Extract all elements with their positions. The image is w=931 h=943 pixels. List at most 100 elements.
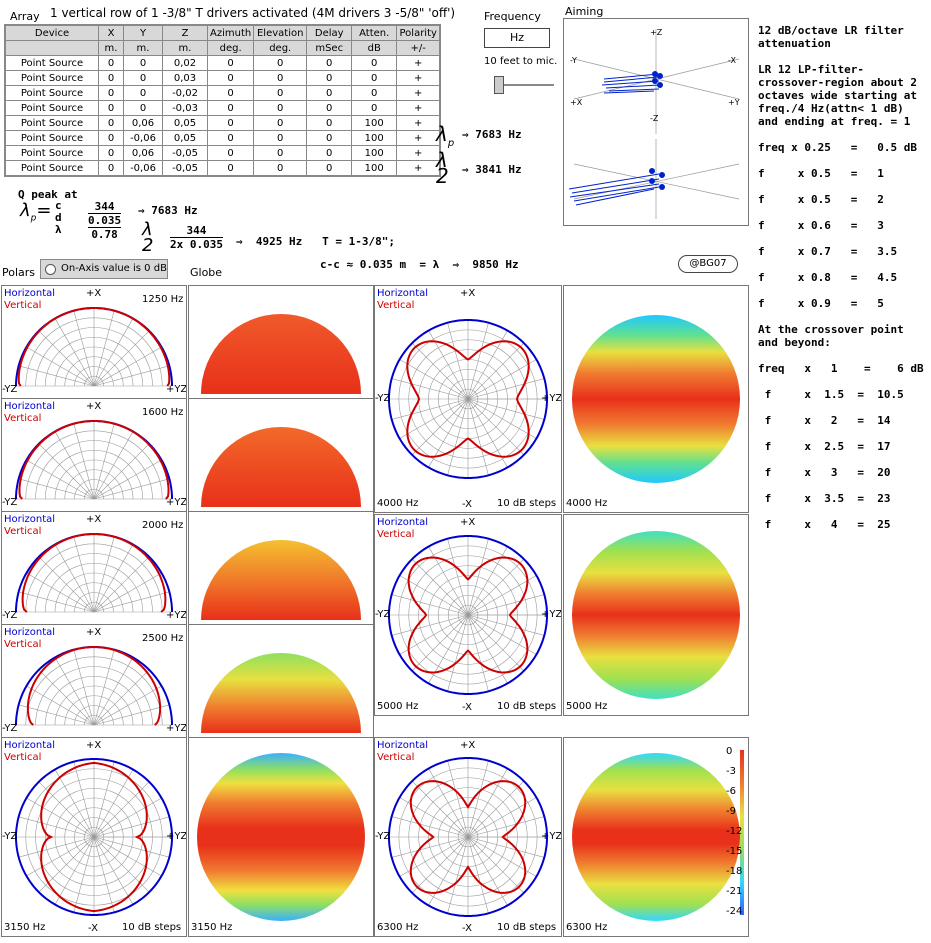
table-cell[interactable]: 0 bbox=[98, 130, 124, 146]
table-cell[interactable]: 100 bbox=[351, 115, 398, 131]
globe-tab[interactable]: Globe bbox=[190, 266, 223, 279]
table-cell[interactable]: 0 bbox=[253, 130, 308, 146]
table-cell[interactable]: 0 bbox=[253, 100, 308, 116]
table-cell[interactable]: 0 bbox=[306, 145, 353, 161]
table-cell[interactable]: 0 bbox=[253, 55, 308, 71]
table-cell[interactable]: + bbox=[396, 115, 441, 131]
table-row[interactable]: Point Source 0 0 0,03 0 0 0 0 + bbox=[5, 70, 441, 86]
table-cell[interactable]: 0 bbox=[123, 85, 163, 101]
polars-tab[interactable]: Polars bbox=[2, 266, 36, 279]
table-header-5[interactable]: Elevation bbox=[253, 25, 308, 41]
table-cell[interactable]: Point Source bbox=[5, 145, 99, 161]
globe-plot[interactable] bbox=[188, 511, 374, 625]
table-cell[interactable]: 0 bbox=[306, 115, 353, 131]
table-cell[interactable]: 0 bbox=[98, 145, 124, 161]
distance-slider-thumb[interactable] bbox=[494, 76, 504, 94]
table-row[interactable]: Point Source 0 0,06 0,05 0 0 0 100 + bbox=[5, 115, 441, 131]
table-header-1[interactable]: X bbox=[98, 25, 124, 41]
table-row[interactable]: Point Source 0 0,06 -0,05 0 0 0 100 + bbox=[5, 145, 441, 161]
table-cell[interactable]: 0 bbox=[351, 100, 398, 116]
table-cell[interactable]: 0 bbox=[253, 70, 308, 86]
table-cell[interactable]: 100 bbox=[351, 160, 398, 176]
table-row[interactable]: Point Source 0 0 0,02 0 0 0 0 + bbox=[5, 55, 441, 71]
table-cell[interactable]: + bbox=[396, 145, 441, 161]
polar-plot[interactable]: Horizontal Vertical +X -YZ +YZ 2500 Hz bbox=[1, 624, 187, 738]
table-cell[interactable]: 0 bbox=[98, 85, 124, 101]
table-cell[interactable]: 0 bbox=[206, 145, 255, 161]
table-cell[interactable]: 0 bbox=[253, 85, 308, 101]
table-cell[interactable]: 0 bbox=[253, 115, 308, 131]
table-cell[interactable]: Point Source bbox=[5, 130, 99, 146]
table-cell[interactable]: Point Source bbox=[5, 70, 99, 86]
table-cell[interactable]: 0 bbox=[306, 100, 353, 116]
polar-plot[interactable]: Horizontal Vertical +X -YZ +YZ -X 3150 Hz 10 dB… bbox=[1, 737, 187, 937]
table-cell[interactable]: -0,03 bbox=[162, 100, 208, 116]
table-cell[interactable]: 0 bbox=[123, 70, 163, 86]
table-header-7[interactable]: Atten. bbox=[351, 25, 398, 41]
table-row[interactable]: Point Source 0 -0,06 0,05 0 0 0 100 + bbox=[5, 130, 441, 146]
table-cell[interactable]: 0 bbox=[206, 85, 255, 101]
globe-plot[interactable]: 3150 Hz bbox=[188, 737, 374, 937]
table-cell[interactable]: 0 bbox=[351, 55, 398, 71]
polar-plot[interactable]: Horizontal Vertical +X -YZ +YZ -X 4000 Hz 10 dB… bbox=[374, 285, 562, 513]
table-cell[interactable]: 0 bbox=[123, 100, 163, 116]
globe-plot[interactable] bbox=[188, 398, 374, 512]
table-cell[interactable]: 0 bbox=[306, 70, 353, 86]
table-cell[interactable]: 0 bbox=[206, 70, 255, 86]
table-cell[interactable]: 0 bbox=[253, 160, 308, 176]
table-cell[interactable]: + bbox=[396, 100, 441, 116]
table-header-2[interactable]: Y bbox=[123, 25, 163, 41]
table-cell[interactable]: 0,03 bbox=[162, 70, 208, 86]
globe-plot[interactable]: 6300 Hz bbox=[563, 737, 749, 937]
table-cell[interactable]: 0 bbox=[98, 55, 124, 71]
table-cell[interactable]: 0 bbox=[123, 55, 163, 71]
table-cell[interactable]: 0,05 bbox=[162, 115, 208, 131]
table-cell[interactable]: -0,06 bbox=[123, 160, 163, 176]
table-cell[interactable]: Point Source bbox=[5, 115, 99, 131]
onaxis-radio[interactable] bbox=[45, 264, 56, 275]
table-cell[interactable]: 0,06 bbox=[123, 145, 163, 161]
table-cell[interactable]: -0,06 bbox=[123, 130, 163, 146]
table-cell[interactable]: + bbox=[396, 130, 441, 146]
table-row[interactable]: Point Source 0 -0,06 -0,05 0 0 0 100 + bbox=[5, 160, 441, 176]
table-cell[interactable]: 0 bbox=[206, 160, 255, 176]
table-cell[interactable]: 0 bbox=[98, 100, 124, 116]
polar-plot[interactable]: Horizontal Vertical +X -YZ +YZ -X 5000 Hz 10 dB… bbox=[374, 514, 562, 716]
globe-plot[interactable]: 4000 Hz bbox=[563, 285, 749, 513]
table-header-4[interactable]: Azimuth bbox=[206, 25, 255, 41]
aiming-view[interactable]: +Z -Z -Y -X +X +Y bbox=[563, 18, 749, 226]
table-cell[interactable]: + bbox=[396, 55, 441, 71]
table-cell[interactable]: 0,05 bbox=[162, 130, 208, 146]
table-cell[interactable]: 0 bbox=[98, 115, 124, 131]
table-cell[interactable]: Point Source bbox=[5, 55, 99, 71]
table-cell[interactable]: 0 bbox=[306, 160, 353, 176]
table-row[interactable]: Point Source 0 0 -0,02 0 0 0 0 + bbox=[5, 85, 441, 101]
table-cell[interactable]: 100 bbox=[351, 145, 398, 161]
polar-plot[interactable]: Horizontal Vertical +X -YZ +YZ -X 6300 Hz 10 dB… bbox=[374, 737, 562, 937]
table-header-0[interactable]: Device bbox=[5, 25, 99, 41]
table-cell[interactable]: Point Source bbox=[5, 85, 99, 101]
table-cell[interactable]: + bbox=[396, 70, 441, 86]
table-cell[interactable]: 100 bbox=[351, 130, 398, 146]
table-header-6[interactable]: Delay bbox=[306, 25, 353, 41]
polar-plot[interactable]: Horizontal Vertical +X -YZ +YZ 2000 Hz bbox=[1, 511, 187, 625]
table-cell[interactable]: + bbox=[396, 160, 441, 176]
table-cell[interactable]: 0 bbox=[306, 55, 353, 71]
table-header-8[interactable]: Polarity bbox=[396, 25, 441, 41]
table-cell[interactable]: 0 bbox=[351, 85, 398, 101]
table-cell[interactable]: 0 bbox=[306, 85, 353, 101]
table-cell[interactable]: 0,02 bbox=[162, 55, 208, 71]
onaxis-checkbox-container[interactable]: On-Axis value is 0 dB bbox=[40, 259, 168, 279]
table-cell[interactable]: 0 bbox=[351, 70, 398, 86]
frequency-input[interactable]: Hz bbox=[484, 28, 550, 48]
globe-plot[interactable] bbox=[188, 285, 374, 399]
table-cell[interactable]: 0 bbox=[206, 115, 255, 131]
table-cell[interactable]: 0 bbox=[253, 145, 308, 161]
table-cell[interactable]: 0 bbox=[206, 100, 255, 116]
table-cell[interactable]: 0 bbox=[206, 130, 255, 146]
table-header-3[interactable]: Z bbox=[162, 25, 208, 41]
table-row[interactable]: Point Source 0 0 -0,03 0 0 0 0 + bbox=[5, 100, 441, 116]
table-cell[interactable]: -0,05 bbox=[162, 145, 208, 161]
table-cell[interactable]: 0,06 bbox=[123, 115, 163, 131]
polar-plot[interactable]: Horizontal Vertical +X -YZ +YZ 1600 Hz bbox=[1, 398, 187, 512]
